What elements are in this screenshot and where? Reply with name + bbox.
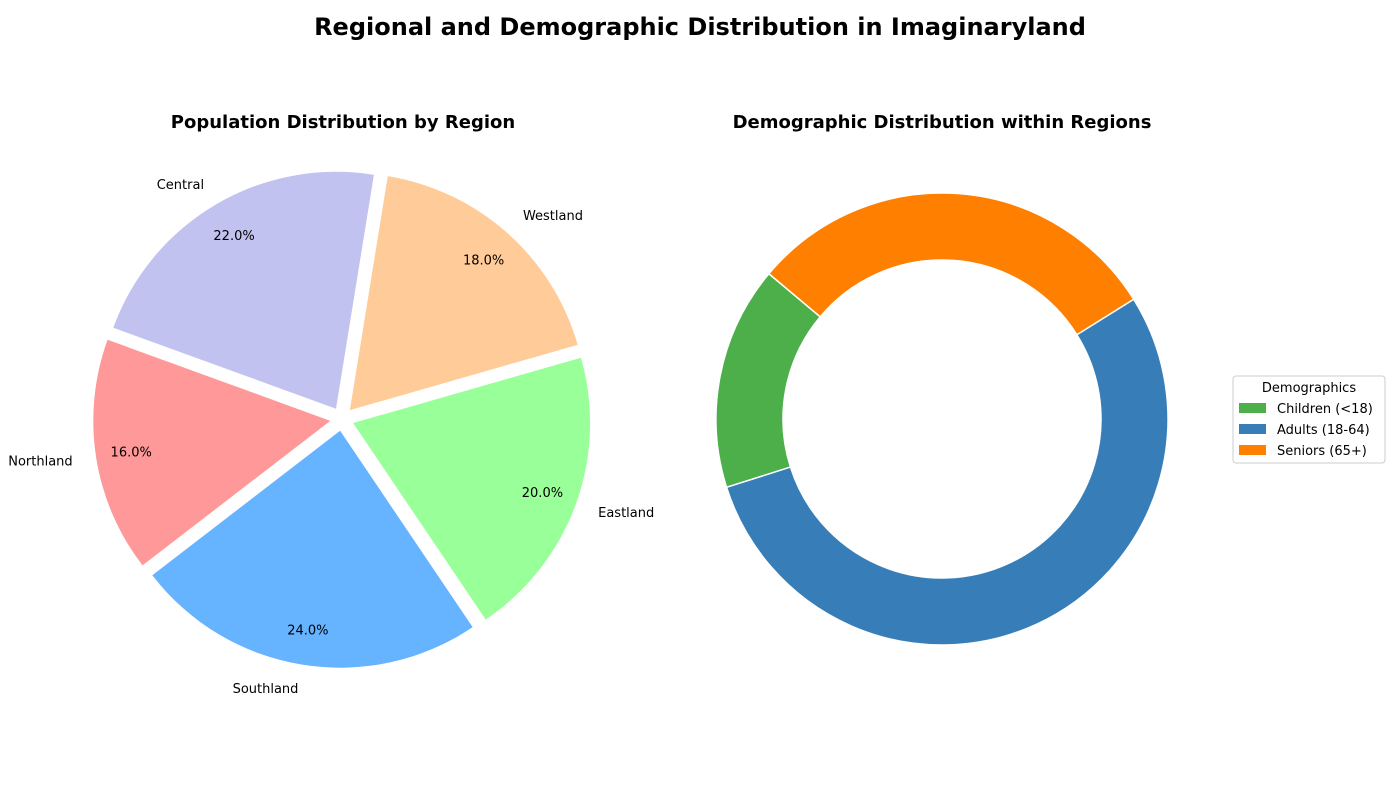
- figure-title: Regional and Demographic Distribution in…: [314, 13, 1086, 41]
- slice-westland: [349, 176, 578, 411]
- pie-region-group: Northland 16.0% Southland 24.0% Eastland 20.0…: [8, 171, 654, 697]
- legend-swatch-seniors-65: [1239, 445, 1266, 455]
- legend-label-children-18: Children (<18): [1277, 402, 1373, 417]
- donut-demographics-group: [715, 192, 1169, 646]
- legend-title: Demographics: [1262, 381, 1356, 396]
- pie-title-demographics: Demographic Distribution within Regions: [733, 112, 1152, 133]
- slice-label-westland: Westland: [523, 209, 583, 224]
- donut-slice-adults-18-64: [725, 298, 1169, 646]
- slice-label-central: Central: [157, 178, 204, 193]
- slice-eastland: [353, 357, 591, 620]
- legend-label-adults-18-64: Adults (18-64): [1277, 423, 1370, 438]
- slice-label-southland: Southland: [233, 682, 299, 697]
- pct-label-northland: 16.0%: [111, 446, 152, 461]
- slice-southland: [152, 430, 473, 668]
- slice-northland: [93, 339, 331, 566]
- legend-swatch-children-18: [1239, 403, 1266, 413]
- slice-label-northland: Northland: [8, 455, 72, 470]
- legend-label-seniors-65: Seniors (65+): [1277, 444, 1367, 459]
- donut-slice-children-18: [715, 272, 822, 489]
- pct-label-central: 22.0%: [213, 229, 254, 244]
- pct-label-southland: 24.0%: [287, 624, 328, 639]
- pct-label-eastland: 20.0%: [522, 486, 563, 501]
- legend-frame: [1232, 375, 1386, 464]
- legend-entries: Children (<18) Adults (18-64) Seniors (65+…: [1239, 402, 1373, 459]
- legend: Demographics Children (<18) Adults (18-64…: [1232, 375, 1386, 464]
- slice-label-eastland: Eastland: [598, 506, 654, 521]
- pie-title-region: Population Distribution by Region: [171, 112, 515, 133]
- pct-label-westland: 18.0%: [463, 253, 504, 268]
- legend-swatch-adults-18-64: [1239, 424, 1266, 434]
- slice-central: [113, 171, 374, 409]
- donut-slice-seniors-65: [767, 192, 1135, 336]
